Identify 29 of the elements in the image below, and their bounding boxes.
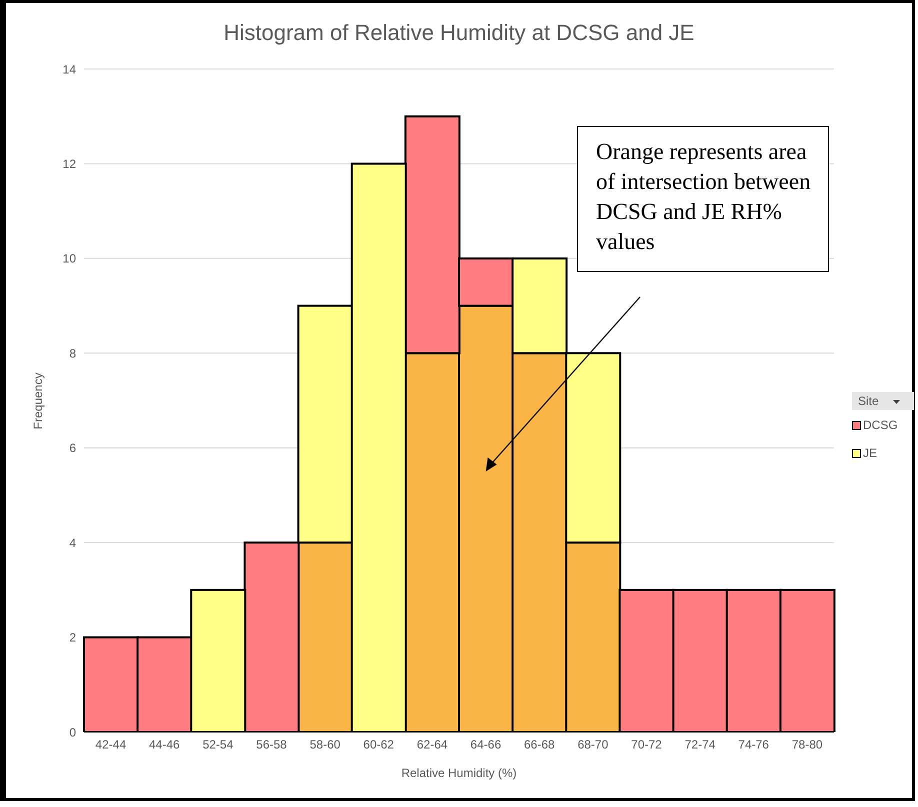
x-tick-label: 56-58: [256, 738, 288, 752]
x-tick-label: 64-66: [470, 738, 502, 752]
legend-label: DCSG: [863, 418, 898, 432]
y-axis-title: Frequency: [31, 372, 45, 429]
x-tick-label: 74-76: [738, 738, 770, 752]
x-tick-label: 70-72: [631, 738, 662, 752]
x-axis-title: Relative Humidity (%): [400, 766, 518, 780]
x-tick-label: 66-68: [524, 738, 556, 752]
y-tick-label: 12: [62, 156, 76, 171]
x-tick-label: 78-80: [792, 738, 823, 752]
y-tick-label: 6: [69, 441, 76, 456]
y-tick-label: 4: [69, 536, 76, 550]
legend-title: Site: [852, 392, 914, 410]
x-tick-label: 62-64: [416, 738, 448, 752]
x-tick-label: 68-70: [578, 738, 609, 752]
x-tick-label: 60-62: [363, 738, 394, 752]
x-tick-label: 42-44: [95, 738, 126, 752]
y-tick-label: 2: [69, 630, 76, 645]
legend-label: JE: [863, 446, 878, 460]
callout-box: Orange represents area of intersection between DCSG and JE RH% values: [577, 126, 829, 272]
x-tick-label: 72-74: [684, 738, 716, 752]
x-tick-label: 44-46: [149, 738, 180, 752]
x-tick-label: 58-60: [310, 738, 341, 752]
y-tick-label: 0: [69, 725, 76, 740]
x-tick-label: 52-54: [202, 738, 234, 752]
chart-title: Histogram of Relative Humidity at DCSG and JE: [222, 20, 696, 46]
y-tick-label: 8: [69, 346, 76, 360]
y-tick-label: 10: [62, 252, 76, 266]
y-tick-label: 14: [62, 62, 76, 76]
